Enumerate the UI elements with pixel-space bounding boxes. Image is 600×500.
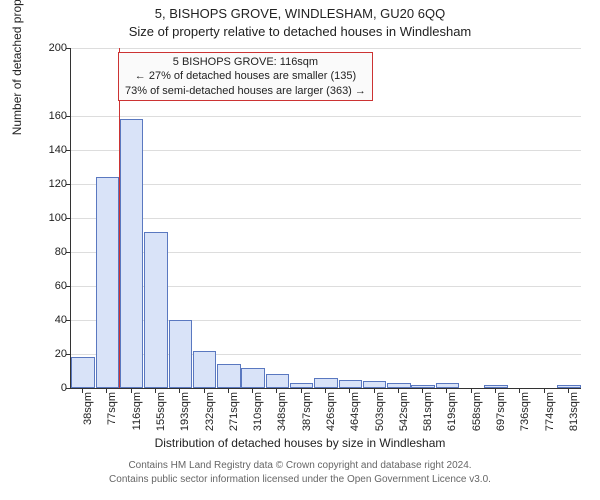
- bar: [314, 378, 337, 388]
- bar: [144, 232, 167, 388]
- xtick-label: 619sqm: [446, 392, 458, 432]
- bar: [71, 357, 94, 388]
- bar: [339, 380, 362, 389]
- ytick-label: 0: [61, 382, 67, 394]
- ytick-label: 120: [49, 178, 67, 190]
- bar: [290, 383, 313, 388]
- bar: [436, 383, 459, 388]
- ytick-label: 40: [55, 314, 67, 326]
- chart-title-line1: 5, BISHOPS GROVE, WINDLESHAM, GU20 6QQ: [0, 6, 600, 21]
- bar: [411, 385, 434, 388]
- xtick-label: 348sqm: [276, 392, 288, 432]
- xtick-label: 155sqm: [155, 392, 167, 432]
- property-size-chart: 5, BISHOPS GROVE, WINDLESHAM, GU20 6QQ S…: [0, 0, 600, 500]
- xtick-label: 542sqm: [398, 392, 410, 432]
- bar: [217, 364, 240, 388]
- footer-line1: Contains HM Land Registry data © Crown c…: [0, 460, 600, 471]
- xtick-label: 77sqm: [106, 392, 118, 432]
- ytick-label: 20: [55, 348, 67, 360]
- xtick-label: 193sqm: [179, 392, 191, 432]
- xtick-label: 697sqm: [495, 392, 507, 432]
- xtick-label: 503sqm: [374, 392, 386, 432]
- chart-title-line2: Size of property relative to detached ho…: [0, 24, 600, 39]
- annotation-line3: 73% of semi-detached houses are larger (…: [125, 84, 366, 98]
- y-axis-label: Number of detached properties: [10, 0, 24, 135]
- ytick-label: 160: [49, 110, 67, 122]
- xtick-label: 387sqm: [301, 392, 313, 432]
- footer-line2: Contains public sector information licen…: [0, 474, 600, 485]
- annotation-box: 5 BISHOPS GROVE: 116sqm← 27% of detached…: [118, 52, 373, 101]
- x-axis-label: Distribution of detached houses by size …: [0, 436, 600, 450]
- xtick-label: 774sqm: [544, 392, 556, 432]
- xtick-label: 232sqm: [204, 392, 216, 432]
- bar: [241, 368, 264, 388]
- bar: [484, 385, 507, 388]
- bar: [193, 351, 216, 388]
- xtick-label: 581sqm: [422, 392, 434, 432]
- xtick-label: 464sqm: [349, 392, 361, 432]
- xtick-label: 736sqm: [519, 392, 531, 432]
- bar: [96, 177, 119, 388]
- xtick-label: 426sqm: [325, 392, 337, 432]
- bar: [387, 383, 410, 388]
- ytick-label: 140: [49, 144, 67, 156]
- xtick-label: 116sqm: [131, 392, 143, 432]
- annotation-line1: 5 BISHOPS GROVE: 116sqm: [125, 55, 366, 69]
- annotation-line2: ← 27% of detached houses are smaller (13…: [125, 69, 366, 83]
- xtick-label: 813sqm: [568, 392, 580, 432]
- bar: [266, 374, 289, 388]
- bar: [120, 119, 143, 388]
- bar: [557, 385, 580, 388]
- ytick-label: 80: [55, 246, 67, 258]
- ytick-label: 200: [49, 42, 67, 54]
- xtick-label: 271sqm: [228, 392, 240, 432]
- xtick-label: 38sqm: [82, 392, 94, 432]
- xtick-label: 310sqm: [252, 392, 264, 432]
- xtick-label: 658sqm: [471, 392, 483, 432]
- bar: [363, 381, 386, 388]
- bar: [169, 320, 192, 388]
- ytick-label: 60: [55, 280, 67, 292]
- ytick-label: 100: [49, 212, 67, 224]
